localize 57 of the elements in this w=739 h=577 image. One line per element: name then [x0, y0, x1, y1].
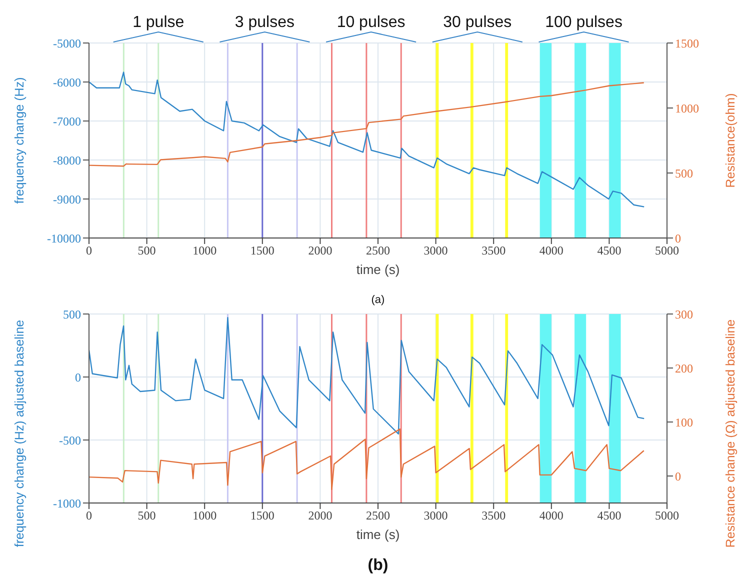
y-tick-label: -6000 — [53, 75, 81, 90]
line-series — [89, 72, 645, 208]
y-tick-label: -500 — [59, 433, 81, 448]
y-tick-label: -5000 — [53, 36, 81, 50]
x-tick-label: 500 — [138, 508, 156, 523]
line-series — [89, 82, 644, 167]
line-series — [89, 317, 645, 435]
text: 1 pulse — [132, 14, 184, 31]
x-axis-title: time (s) — [356, 262, 400, 277]
x-axis-title: time (s) — [356, 527, 400, 542]
y2-axis-title: Resistance(ohm) — [723, 93, 738, 188]
y-tick-label: 500 — [63, 307, 81, 322]
x-tick-label: 0 — [86, 508, 92, 523]
y-tick-label: -10000 — [47, 231, 81, 246]
x-tick-label: 4000 — [539, 508, 564, 523]
x-tick-label: 3000 — [424, 244, 448, 258]
y2-tick-label: 1000 — [675, 101, 699, 116]
y-tick-label: -1000 — [53, 496, 81, 510]
text: 3 pulses — [234, 14, 295, 31]
x-tick-label: 2000 — [308, 244, 332, 258]
x-tick-label: 1000 — [192, 508, 217, 523]
y-tick-label: -7000 — [53, 114, 81, 128]
y2-tick-label: 300 — [675, 307, 693, 322]
x-tick-label: 4000 — [539, 244, 564, 258]
text: (a) — [370, 294, 386, 306]
x-tick-label: 3500 — [482, 508, 506, 523]
y-tick-label: -8000 — [53, 153, 81, 168]
y2-tick-label: 500 — [675, 166, 693, 180]
x-tick-label: 3500 — [482, 244, 506, 258]
y-tick-label: -9000 — [53, 192, 81, 206]
x-tick-label: 2500 — [366, 508, 390, 523]
y2-axis-title: Resistance change (Ω) adjusted baseline — [723, 319, 738, 548]
y2-tick-label: 100 — [675, 415, 693, 430]
y-axis-title: frequency change (Hz) — [12, 77, 26, 204]
y2-tick-label: 200 — [675, 361, 693, 376]
x-tick-label: 1500 — [250, 244, 274, 258]
text: 10 pulses — [336, 14, 406, 31]
y-axis-title: frequency change (Hz) adjusted baseline — [12, 320, 26, 548]
text: 30 pulses — [443, 14, 512, 31]
y2-tick-label: 0 — [675, 231, 681, 246]
x-tick-label: 1000 — [192, 244, 217, 258]
text: (b) — [366, 557, 390, 575]
y2-tick-label: 0 — [675, 469, 681, 484]
text: 100 pulses — [545, 14, 622, 31]
x-tick-label: 1500 — [250, 508, 274, 523]
x-tick-label: 500 — [138, 244, 156, 258]
line-series — [89, 428, 644, 490]
x-tick-label: 5000 — [655, 508, 679, 523]
x-tick-label: 3000 — [424, 508, 448, 523]
x-tick-label: 2500 — [366, 244, 390, 258]
x-tick-label: 2000 — [308, 508, 332, 523]
x-tick-label: 0 — [86, 244, 92, 258]
y-tick-label: 0 — [75, 370, 81, 384]
y2-tick-label: 1500 — [675, 36, 699, 50]
x-tick-label: 4500 — [597, 244, 622, 258]
x-tick-label: 5000 — [655, 244, 679, 258]
x-tick-label: 4500 — [597, 508, 622, 523]
